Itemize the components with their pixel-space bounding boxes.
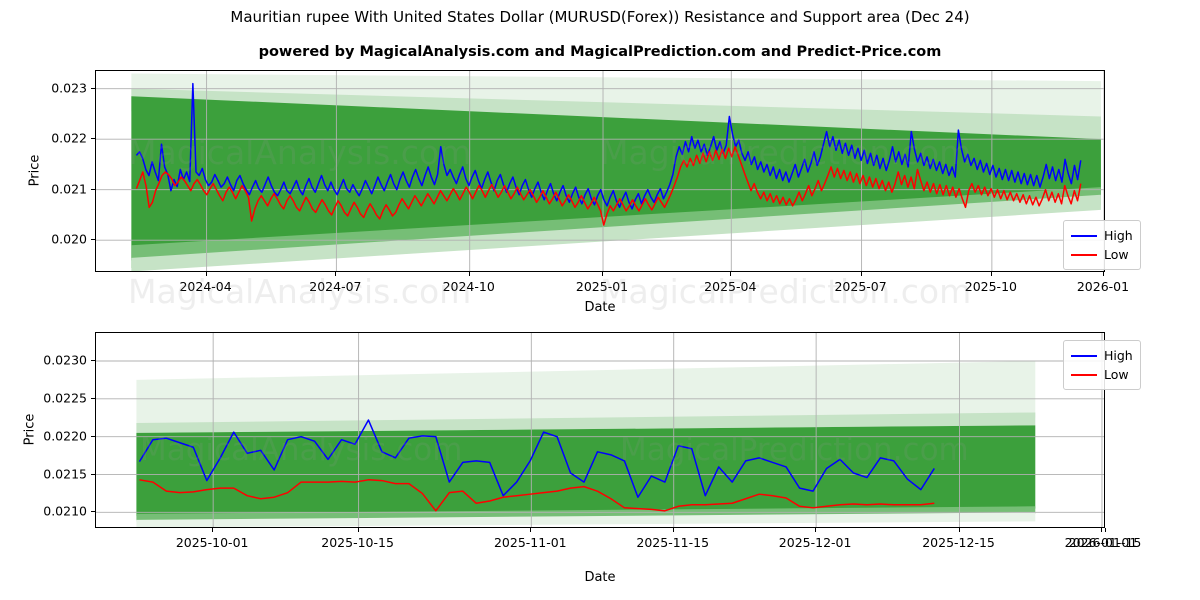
page-subtitle: powered by MagicalAnalysis.com and Magic… xyxy=(0,44,1200,60)
x-tick-mark xyxy=(1105,528,1106,532)
y-tick-mark xyxy=(91,189,95,190)
x-tick-mark xyxy=(991,272,992,276)
y-tick-mark xyxy=(91,360,95,361)
y-tick-mark xyxy=(91,398,95,399)
x-tick-mark xyxy=(815,528,816,532)
x-tick-label: 2024-07 xyxy=(309,279,361,294)
legend-label-low: Low xyxy=(1104,367,1129,382)
legend-item-high[interactable]: High xyxy=(1071,226,1133,245)
page-title: Mauritian rupee With United States Dolla… xyxy=(0,8,1200,26)
x-tick-mark xyxy=(212,528,213,532)
top-chart-canvas xyxy=(96,71,1104,271)
y-tick-label: 0.021 xyxy=(27,181,87,196)
high-line-swatch xyxy=(1071,235,1097,237)
y-tick-label: 0.020 xyxy=(27,232,87,247)
x-tick-label: 2025-12-01 xyxy=(779,535,852,550)
legend-label-high: High xyxy=(1104,348,1133,363)
y-tick-label: 0.023 xyxy=(27,80,87,95)
bottom-chart-plot-area xyxy=(95,332,1105,528)
x-tick-label: 2024-10 xyxy=(443,279,495,294)
x-tick-label: 2025-07 xyxy=(834,279,886,294)
x-tick-mark xyxy=(206,272,207,276)
y-tick-label: 0.0215 xyxy=(27,466,87,481)
y-tick-mark xyxy=(91,138,95,139)
top-chart-legend: High Low xyxy=(1063,220,1141,270)
y-tick-label: 0.022 xyxy=(27,131,87,146)
legend-label-low: Low xyxy=(1104,247,1129,262)
x-tick-mark xyxy=(1103,272,1104,276)
top-chart-plot-area xyxy=(95,70,1105,272)
y-tick-mark xyxy=(91,511,95,512)
x-tick-label: 2025-10-15 xyxy=(321,535,394,550)
x-tick-label: 2025-12-15 xyxy=(922,535,995,550)
x-tick-label: 2026-01 xyxy=(1077,279,1129,294)
x-tick-mark xyxy=(959,528,960,532)
x-tick-mark xyxy=(673,528,674,532)
bottom-chart-canvas xyxy=(96,333,1104,527)
x-tick-mark xyxy=(469,272,470,276)
top-chart-xlabel: Date xyxy=(540,300,660,315)
high-line-swatch xyxy=(1071,355,1097,357)
y-tick-mark xyxy=(91,436,95,437)
y-tick-mark xyxy=(91,239,95,240)
y-tick-label: 0.0210 xyxy=(27,504,87,519)
x-tick-mark xyxy=(861,272,862,276)
x-tick-mark xyxy=(358,528,359,532)
legend-label-high: High xyxy=(1104,228,1133,243)
x-tick-label: 2025-10 xyxy=(965,279,1017,294)
low-line-swatch xyxy=(1071,254,1097,256)
y-tick-label: 0.0225 xyxy=(27,390,87,405)
legend-item-low[interactable]: Low xyxy=(1071,245,1133,264)
x-tick-label: 2025-11-01 xyxy=(494,535,567,550)
y-tick-mark xyxy=(91,474,95,475)
x-tick-label: 2025-01 xyxy=(576,279,628,294)
legend-item-high[interactable]: High xyxy=(1071,346,1133,365)
x-tick-label: 2025-11-15 xyxy=(636,535,709,550)
x-tick-label: 2025-10-01 xyxy=(176,535,249,550)
x-tick-mark xyxy=(335,272,336,276)
y-tick-mark xyxy=(91,88,95,89)
y-tick-label: 0.0220 xyxy=(27,428,87,443)
x-tick-label: 2026-01-15 xyxy=(1069,535,1142,550)
bottom-chart-legend: High Low xyxy=(1063,340,1141,390)
y-tick-label: 0.0230 xyxy=(27,353,87,368)
legend-item-low[interactable]: Low xyxy=(1071,365,1133,384)
low-line-swatch xyxy=(1071,374,1097,376)
x-tick-label: 2025-04 xyxy=(704,279,756,294)
x-tick-mark xyxy=(730,272,731,276)
bottom-chart-xlabel: Date xyxy=(540,570,660,585)
x-tick-mark xyxy=(1101,528,1102,532)
x-tick-mark xyxy=(530,528,531,532)
x-tick-label: 2024-04 xyxy=(179,279,231,294)
x-tick-mark xyxy=(602,272,603,276)
forex-resistance-support-figure: Mauritian rupee With United States Dolla… xyxy=(0,0,1200,600)
